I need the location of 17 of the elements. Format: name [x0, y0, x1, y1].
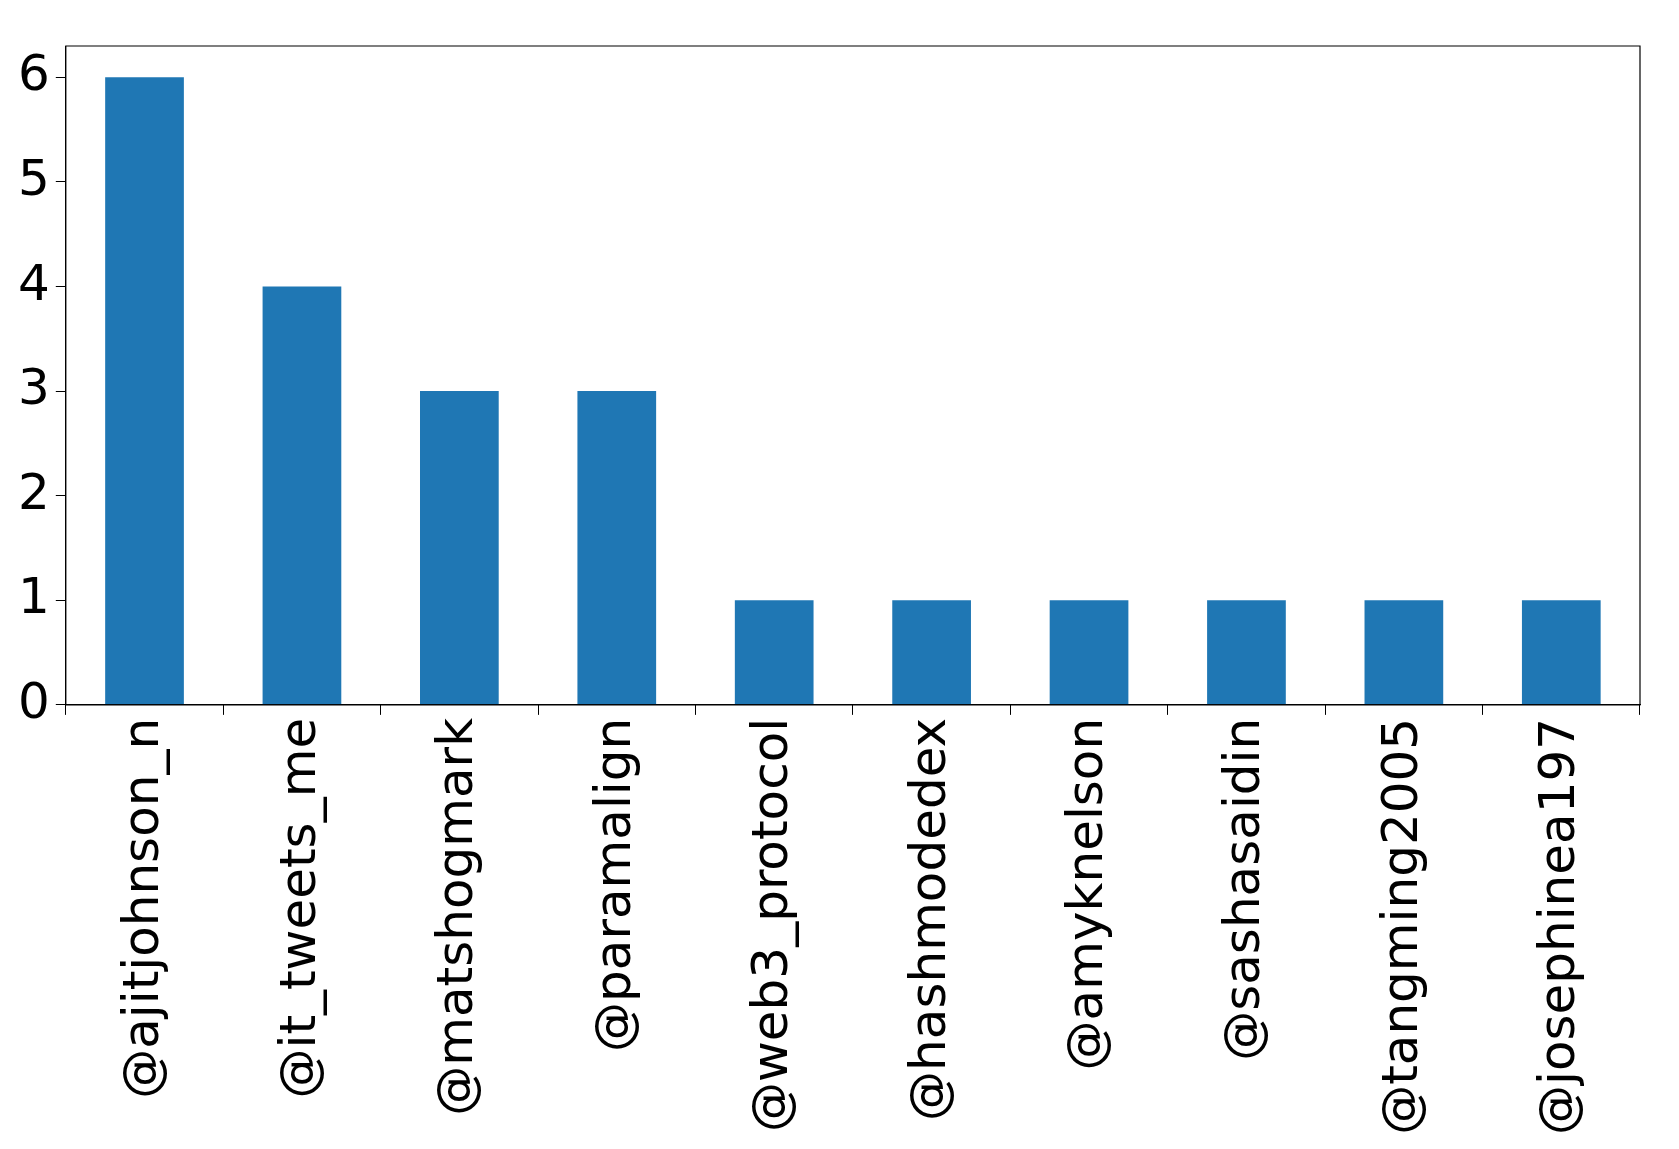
- y-tick-label: 1: [18, 567, 50, 626]
- y-tick-label: 5: [18, 148, 50, 207]
- x-tick-label: @tangming2005: [1370, 717, 1429, 1135]
- x-tick-label: @amyknelson: [1056, 717, 1115, 1071]
- y-tick-label: 6: [18, 44, 50, 103]
- x-tick-label: @matshogmark: [426, 717, 485, 1116]
- y-tick-label: 2: [18, 462, 50, 521]
- x-tick-label: @josephinea197: [1528, 717, 1587, 1135]
- x-tick-label: @hashmodedex: [898, 717, 957, 1121]
- y-tick-label: 3: [18, 358, 50, 417]
- x-tick-label: @it_tweets_me: [268, 717, 327, 1099]
- x-tick-label: @web3_protocol: [741, 717, 800, 1133]
- x-tick-label: @ajitjohnson_n: [111, 717, 170, 1099]
- x-tick-label: @paramalign: [583, 717, 642, 1052]
- x-tick-label: @sashasaidin: [1213, 717, 1272, 1061]
- y-tick-label: 0: [18, 671, 50, 730]
- y-tick-label: 4: [18, 253, 50, 312]
